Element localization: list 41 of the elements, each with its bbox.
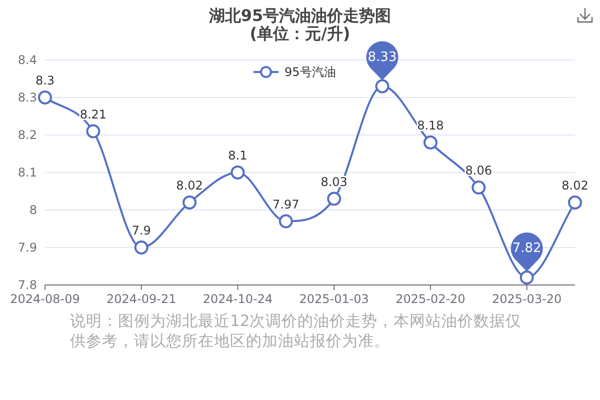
annotation: 8.33 bbox=[368, 50, 397, 65]
point bbox=[375, 79, 390, 94]
data-label: 8.02 bbox=[562, 178, 588, 192]
data-label: 8.1 bbox=[228, 148, 248, 162]
data-label: 7.9 bbox=[132, 224, 151, 238]
point bbox=[134, 240, 148, 254]
y-tick-label: 7.9 bbox=[18, 240, 37, 254]
legend: 95号汽油 bbox=[254, 65, 336, 79]
y-tick-label: 8.1 bbox=[18, 166, 37, 180]
data-label: 8.02 bbox=[176, 178, 203, 192]
y-tick-label: 8.4 bbox=[18, 53, 37, 67]
point bbox=[520, 270, 534, 284]
chart-title: 湖北95号汽油油价走势图 bbox=[208, 6, 392, 25]
data-label: 8.06 bbox=[465, 164, 492, 178]
point bbox=[278, 214, 293, 228]
y-tick-label: 7.8 bbox=[18, 278, 37, 292]
data-label: 8.18 bbox=[417, 118, 444, 132]
point bbox=[472, 180, 486, 194]
legend-label: 95号汽油 bbox=[284, 65, 336, 79]
data-label: 8.3 bbox=[35, 74, 55, 88]
point bbox=[230, 166, 245, 180]
point bbox=[182, 196, 197, 210]
point bbox=[38, 90, 52, 104]
y-tick-label: 8 bbox=[29, 203, 37, 217]
point bbox=[327, 192, 342, 206]
x-tick-label: 2025-02-20 bbox=[396, 292, 466, 306]
point bbox=[568, 196, 582, 210]
text: 说明：图例为湖北最近12次调价的油价走势，本网站油价数据仅供参考，请以您所在地区的加油站报价为准。 bbox=[70, 311, 523, 351]
x-tick-label: 2025-03-20 bbox=[492, 292, 562, 306]
y-tick-label: 8.2 bbox=[18, 128, 37, 142]
point bbox=[86, 124, 100, 138]
x-tick-label: 2024-08-09 bbox=[10, 292, 80, 306]
y-tick-label: 8.3 bbox=[18, 90, 37, 104]
annotation: 7.82 bbox=[512, 241, 542, 256]
data-label: 8.21 bbox=[80, 107, 107, 122]
chart-subtitle: (单位：元/升) bbox=[250, 24, 350, 43]
x-tick-label: 2025-01-03 bbox=[299, 292, 369, 306]
point bbox=[423, 136, 438, 150]
data-label: 7.97 bbox=[272, 197, 300, 212]
x-tick-label: 2024-10-24 bbox=[202, 292, 273, 306]
x-tick-label: 2024-09-21 bbox=[106, 292, 176, 306]
